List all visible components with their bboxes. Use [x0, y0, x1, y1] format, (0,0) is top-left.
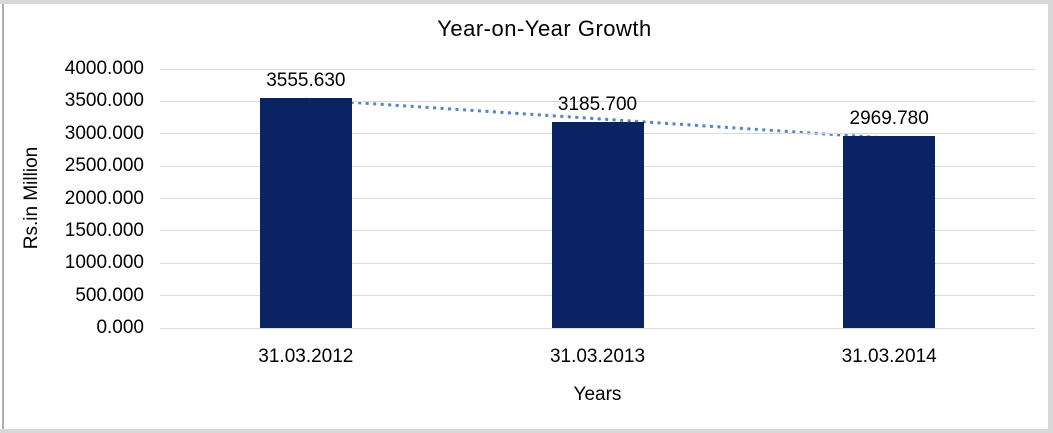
y-tick-label: 2000.000 [64, 187, 144, 209]
y-tick-label: 2500.000 [64, 155, 144, 177]
chart-title: Year-on-Year Growth [437, 16, 652, 41]
bar-31.03.2013 [551, 121, 644, 328]
gridline [160, 327, 1035, 329]
frame-border-left [2, 4, 4, 429]
gridline [160, 68, 1035, 70]
data-label: 2969.780 [849, 107, 929, 129]
y-tick-label: 1500.000 [64, 219, 144, 241]
x-category-label: 31.03.2012 [258, 346, 354, 367]
y-tick-label: 3000.000 [64, 122, 144, 144]
y-tick-label: 4000.000 [64, 58, 144, 79]
frame-border-top [0, 0, 1053, 4]
data-label: 3185.700 [557, 93, 638, 115]
data-label: 3555.630 [266, 69, 346, 91]
bar-31.03.2014 [843, 135, 936, 328]
frame-border-bottom [0, 429, 1053, 433]
y-tick-label: 3500.000 [64, 90, 144, 112]
y-tick-label: 0.000 [96, 317, 144, 338]
x-category-label: 31.03.2014 [841, 346, 937, 367]
x-category-label: 31.03.2013 [549, 346, 646, 367]
bar-31.03.2012 [259, 97, 352, 328]
gridline [160, 100, 1035, 102]
frame-border-right [1048, 0, 1053, 433]
x-axis-title: Years [573, 384, 622, 405]
y-tick-label: 1000.000 [64, 252, 144, 274]
y-tick-label: 500.000 [75, 284, 144, 306]
